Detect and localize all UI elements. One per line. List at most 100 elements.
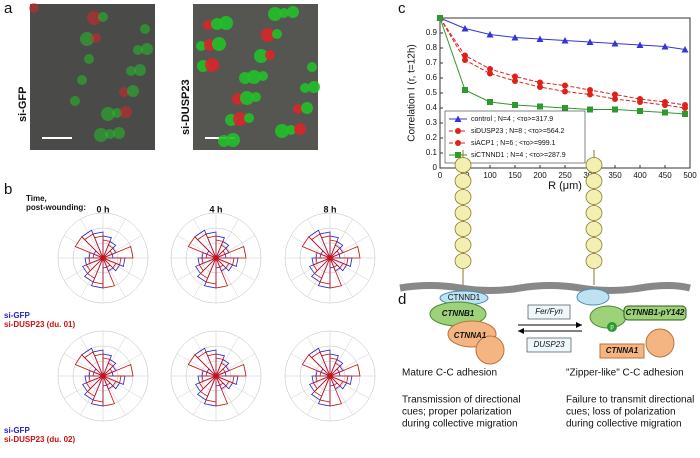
state-title: Mature C-C adhesion	[402, 368, 497, 379]
time-header: 0 h	[96, 204, 109, 214]
legend-label: si-DUSP23 (du. 01)	[4, 320, 75, 329]
panel-label: a	[4, 0, 13, 17]
marker	[612, 96, 618, 102]
protein-label: CTNNA1	[454, 331, 487, 340]
marker	[681, 46, 689, 53]
y-tick-label: 0.3	[426, 118, 438, 127]
legend-label: si-DUSP23 (du. 02)	[4, 435, 75, 444]
rose-petals	[81, 229, 126, 289]
y-tick-label: 0.6	[426, 73, 438, 82]
x-tick-label: 250	[558, 171, 572, 180]
marker	[455, 140, 461, 146]
chain-domain	[454, 253, 472, 269]
state-text: during collective migration	[402, 419, 518, 430]
cell-nucleus	[226, 133, 240, 147]
phospho-label: p	[610, 325, 614, 331]
state-text: during collective migration	[566, 419, 682, 430]
state-text: Transmission of directional	[402, 395, 521, 406]
chain-domain	[585, 221, 603, 237]
chain-domain	[585, 237, 603, 253]
marker	[462, 87, 468, 93]
rose-petals	[308, 229, 353, 289]
cell-nucleus	[120, 106, 132, 118]
protein-label: CTNND1	[448, 293, 481, 302]
box	[526, 337, 572, 353]
cell-nucleus	[275, 124, 289, 138]
cell-nucleus	[119, 87, 129, 97]
state-text: cues; proper polarization	[402, 407, 512, 418]
cell-nucleus	[244, 113, 254, 123]
marker	[536, 35, 544, 42]
cell-nucleus	[203, 20, 213, 30]
legend-label: siCTNND1 ; N=4 ; <τo>=287.9	[471, 152, 566, 159]
x-tick-label: 0	[438, 171, 443, 180]
cell-nucleus	[105, 129, 115, 139]
cell-nucleus	[254, 49, 268, 63]
cell-nucleus	[113, 127, 125, 139]
cell-nucleus	[219, 16, 233, 30]
marker	[587, 91, 593, 98]
marker	[455, 128, 461, 134]
rose-petals	[194, 347, 239, 407]
rose-petals	[301, 233, 361, 289]
diagram	[399, 150, 691, 365]
chain-domain	[454, 157, 472, 173]
panel-label: d	[398, 291, 406, 308]
marker	[682, 105, 688, 111]
chain-domain	[585, 173, 603, 189]
protein-shape	[645, 328, 675, 358]
chain-domain	[585, 157, 603, 173]
marker	[612, 106, 618, 113]
marker	[487, 66, 493, 72]
time-label: post-wounding:	[26, 203, 86, 212]
cell-nucleus	[133, 45, 143, 55]
cell-nucleus	[134, 64, 146, 76]
marker	[661, 43, 669, 50]
state-text: Failure to transmit directional	[566, 395, 694, 406]
x-tick-label: 400	[633, 171, 647, 180]
marker	[611, 40, 619, 47]
cell-nucleus	[301, 102, 313, 114]
marker	[587, 87, 593, 93]
x-tick-label: 500	[683, 171, 697, 180]
cell-nucleus	[126, 66, 136, 76]
legend-box	[444, 110, 586, 164]
membrane	[399, 282, 691, 294]
cell-nucleus	[98, 12, 108, 22]
chain-domain	[454, 189, 472, 205]
chain-domain	[585, 189, 603, 205]
y-tick-label: 0.5	[426, 88, 438, 97]
marker	[512, 78, 518, 84]
marker	[537, 84, 543, 90]
arrowhead	[576, 322, 582, 328]
marker	[562, 88, 568, 95]
legend-label: siDUSP23 ; N=8 ; <τo>=564.2	[471, 128, 565, 135]
marker	[562, 105, 568, 111]
y-tick-label: 0	[433, 163, 438, 172]
cell-nucleus	[287, 6, 299, 18]
cell-nucleus	[29, 3, 39, 13]
series-line	[439, 17, 686, 50]
marker	[512, 73, 518, 80]
cell-nucleus	[268, 7, 282, 21]
cell-nucleus	[80, 32, 94, 46]
cell-nucleus	[140, 24, 150, 34]
time-header: 4 h	[209, 204, 222, 214]
cell-nucleus	[307, 62, 317, 72]
rose-petals	[74, 233, 134, 289]
marker	[586, 38, 594, 45]
cell-nucleus	[212, 37, 226, 51]
marker	[487, 99, 493, 105]
rose-petals	[194, 229, 239, 289]
x-tick-label: 200	[533, 171, 547, 180]
cell-nucleus	[265, 50, 275, 60]
chain-domain	[454, 205, 472, 221]
cell-nucleus	[261, 28, 275, 42]
cell-nucleus	[286, 125, 296, 135]
protein-label: CTNNB1-pY142	[626, 308, 685, 317]
x-tick-label: 150	[508, 171, 522, 180]
marker	[461, 25, 469, 32]
image-label: si-GFP	[17, 87, 29, 122]
chain-domain	[585, 253, 603, 269]
